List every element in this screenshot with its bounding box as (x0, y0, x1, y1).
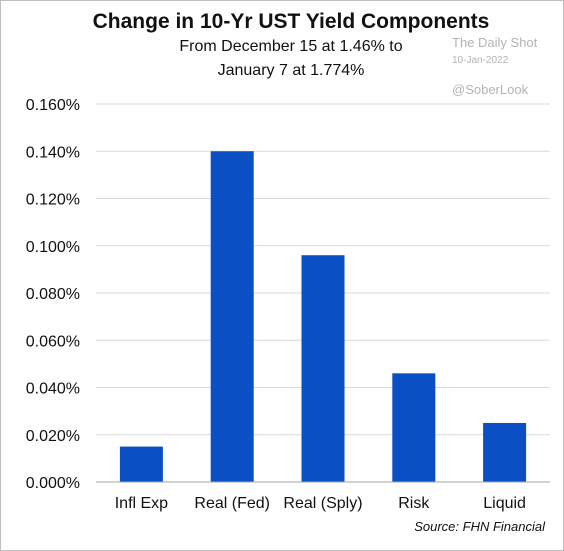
y-tick-label: 0.140% (26, 144, 80, 161)
chart-subtitle-line-1: From December 15 at 1.46% to (179, 38, 403, 55)
bar (210, 151, 254, 482)
watermark-date: 10-Jan-2022 (452, 55, 509, 66)
bar (119, 446, 163, 482)
x-tick-label: Infl Exp (115, 495, 168, 512)
watermark-handle: @SoberLook (452, 82, 529, 97)
y-tick-label: 0.000% (26, 475, 80, 492)
y-tick-label: 0.040% (26, 381, 80, 398)
x-tick-label: Real (Sply) (283, 495, 362, 512)
x-tick-label: Risk (398, 495, 430, 512)
x-tick-label: Real (Fed) (194, 495, 270, 512)
y-tick-label: 0.080% (26, 286, 80, 303)
y-tick-label: 0.100% (26, 239, 80, 256)
bar (301, 255, 345, 482)
x-tick-label: Liquid (483, 495, 526, 512)
watermark-publisher: The Daily Shot (452, 35, 538, 50)
chart-subtitle-line-2: January 7 at 1.774% (217, 62, 365, 79)
y-tick-label: 0.120% (26, 192, 80, 209)
source-note: Source: FHN Financial (414, 519, 545, 534)
bar (483, 422, 527, 482)
bar (392, 373, 436, 482)
y-tick-label: 0.060% (26, 333, 80, 350)
chart-title: Change in 10-Yr UST Yield Components (92, 10, 490, 33)
y-tick-label: 0.160% (26, 97, 80, 114)
y-tick-label: 0.020% (26, 428, 80, 445)
